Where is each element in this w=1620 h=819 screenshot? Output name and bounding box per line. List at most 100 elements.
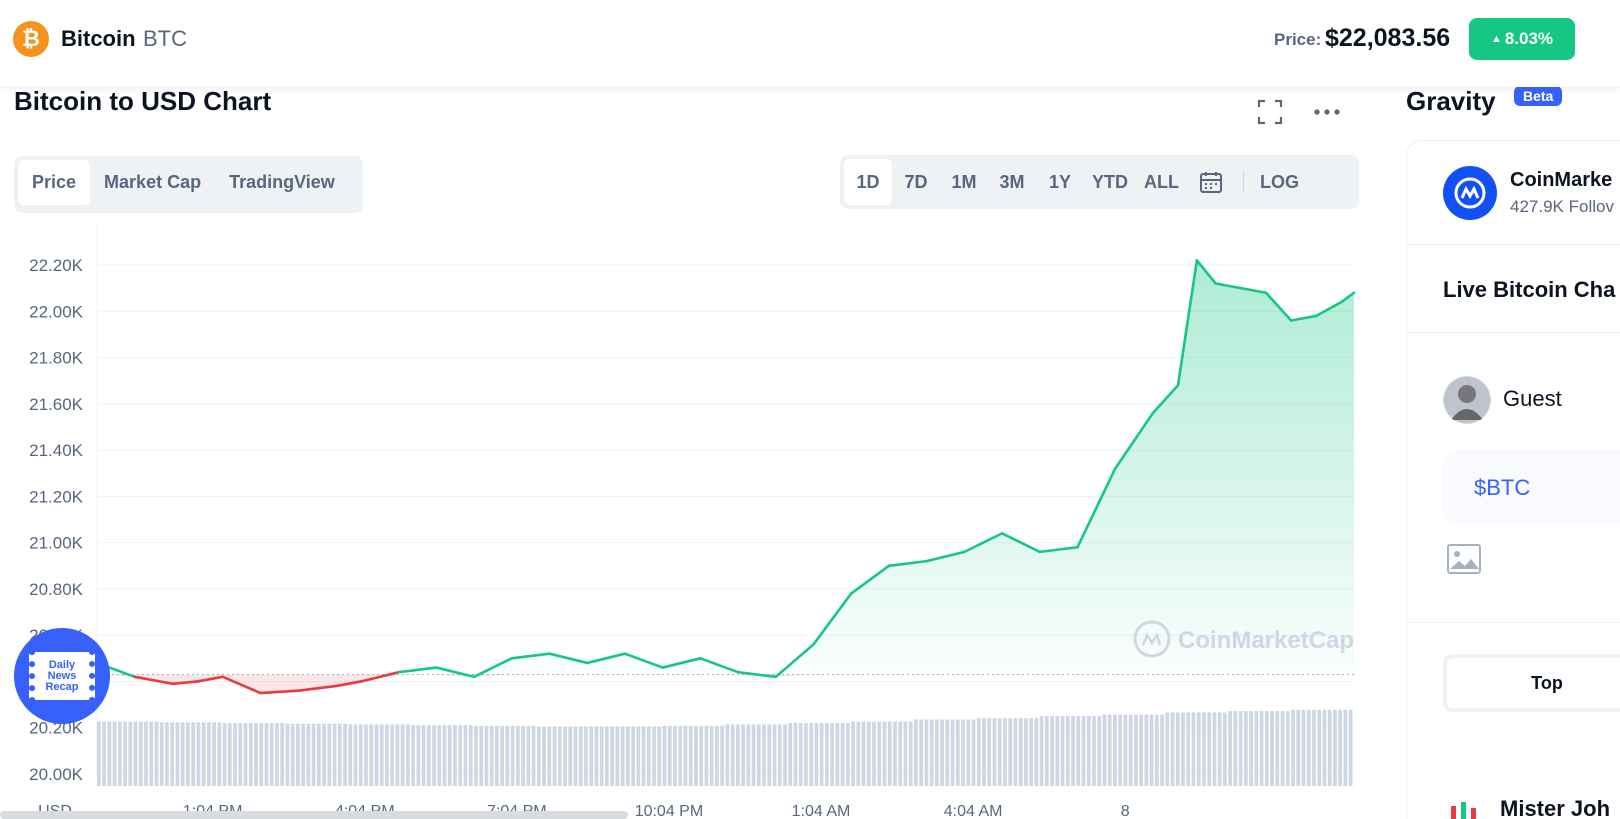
- volume-bar: [709, 725, 714, 786]
- tab-price[interactable]: Price: [18, 160, 91, 205]
- range-7d[interactable]: 7D: [904, 171, 928, 192]
- gravity-title: Gravity: [1406, 86, 1496, 116]
- volume-bar: [772, 724, 777, 786]
- volume-bar: [882, 721, 887, 786]
- volume-bar: [715, 725, 719, 786]
- volume-bar: [699, 725, 704, 786]
- range-all[interactable]: ALL: [1144, 171, 1179, 192]
- volume-bar: [468, 725, 473, 786]
- divider: [1406, 244, 1620, 245]
- volume-bar: [358, 724, 363, 786]
- segment-top[interactable]: Top: [1447, 658, 1620, 708]
- range-ytd[interactable]: YTD: [1092, 171, 1128, 192]
- post-input-text[interactable]: $BTC: [1474, 475, 1531, 500]
- volume-bar: [536, 726, 541, 786]
- coinmarketcap-avatar-icon[interactable]: [1443, 166, 1497, 220]
- volume-bar: [280, 723, 285, 786]
- price-line-segment: [1000, 532, 1042, 554]
- volume-bar: [594, 726, 599, 786]
- volume-bar: [102, 721, 106, 786]
- volume-bar: [447, 725, 452, 786]
- volume-bar: [898, 721, 903, 786]
- price-line-segment: [435, 666, 476, 679]
- price-line-segment: [1314, 300, 1343, 318]
- price-line-segment: [849, 564, 891, 595]
- fullscreen-icon[interactable]: [1253, 95, 1287, 129]
- volume-bar: [694, 725, 698, 786]
- y-tick-label: 20.20K: [29, 719, 84, 738]
- volume-bar: [421, 725, 426, 786]
- price-chart[interactable]: 22.20K 22.00K 21.80K 21.60K 21.40K 21.20K 21.0…: [0, 225, 1370, 819]
- price-line-segment: [472, 657, 514, 679]
- price-line-segment: [661, 657, 702, 669]
- more-icon[interactable]: [1310, 95, 1344, 129]
- price-line-segment: [1195, 259, 1218, 285]
- volume-bar: [474, 725, 478, 786]
- volume-bar: [955, 719, 960, 786]
- volume-bar: [1270, 711, 1274, 786]
- log-toggle[interactable]: LOG: [1260, 171, 1299, 192]
- horizontal-scrollbar[interactable]: [0, 811, 628, 819]
- tab-tradingview[interactable]: TradingView: [229, 172, 335, 192]
- tab-market-cap[interactable]: Market Cap: [104, 172, 202, 192]
- volume-bar: [1029, 718, 1034, 786]
- volume-bar: [348, 724, 353, 786]
- price-line-segment: [1264, 291, 1293, 322]
- volume-bar: [830, 723, 834, 786]
- post-input-box[interactable]: [1443, 450, 1620, 524]
- price-line-segment: [1214, 282, 1243, 290]
- volume-bar: [1071, 716, 1075, 786]
- volume-bar: [337, 723, 342, 786]
- range-1m[interactable]: 1M: [951, 171, 977, 192]
- volume-bar: [385, 724, 389, 786]
- post-author-name[interactable]: Mister Joh: [1500, 796, 1611, 819]
- image-icon[interactable]: [1447, 544, 1481, 579]
- volume-bar: [1097, 716, 1102, 786]
- volume-bar: [290, 723, 295, 786]
- volume-bar: [610, 726, 615, 786]
- range-3m[interactable]: 3M: [999, 171, 1025, 192]
- volume-bar: [1086, 716, 1091, 786]
- range-1d[interactable]: 1D: [844, 159, 892, 205]
- volume-bar: [1102, 714, 1107, 786]
- volume-bar: [950, 719, 955, 786]
- y-tick-label: 20.80K: [29, 580, 84, 599]
- price-line-segment: [1176, 259, 1199, 387]
- volume-bar: [432, 725, 436, 786]
- volume-bar: [573, 726, 578, 786]
- volume-bar: [186, 722, 190, 786]
- range-1y[interactable]: 1Y: [1048, 171, 1072, 192]
- divider: [1406, 332, 1620, 333]
- x-tick-label: 8: [1121, 803, 1130, 819]
- price-line-segment: [1151, 384, 1180, 415]
- volume-bar: [578, 726, 583, 786]
- volume-bar: [123, 721, 127, 786]
- price-line-segment: [1340, 291, 1356, 304]
- volume-bar: [222, 723, 227, 786]
- volume-bar: [1202, 712, 1206, 786]
- volume-bar: [1312, 709, 1316, 786]
- volume-bar: [500, 725, 505, 786]
- volume-bar: [275, 723, 279, 786]
- price-label: Price:: [1274, 30, 1322, 49]
- volume-bar: [636, 726, 641, 786]
- followers-count: 427.9K Follov: [1510, 197, 1614, 216]
- volume-bar: [437, 725, 442, 786]
- volume-bar: [1092, 716, 1096, 786]
- y-tick-label: 21.40K: [29, 441, 84, 460]
- volume-bar: [1280, 711, 1285, 786]
- volume-bar: [149, 721, 154, 786]
- volume-bar: [961, 719, 965, 786]
- volume-bar: [510, 725, 515, 786]
- volume-bar: [982, 718, 986, 786]
- price-line-segment: [623, 652, 664, 669]
- volume-bar: [296, 723, 300, 786]
- account-name[interactable]: CoinMarke: [1510, 169, 1613, 191]
- volume-bar: [1306, 709, 1311, 786]
- calendar-icon[interactable]: [1187, 159, 1235, 205]
- daily-news-recap-badge[interactable]: Daily News Recap: [14, 628, 110, 724]
- volume-bar: [1107, 714, 1112, 786]
- volume-bar: [243, 723, 248, 786]
- volume-bar: [1317, 709, 1322, 786]
- volume-bar: [264, 723, 269, 786]
